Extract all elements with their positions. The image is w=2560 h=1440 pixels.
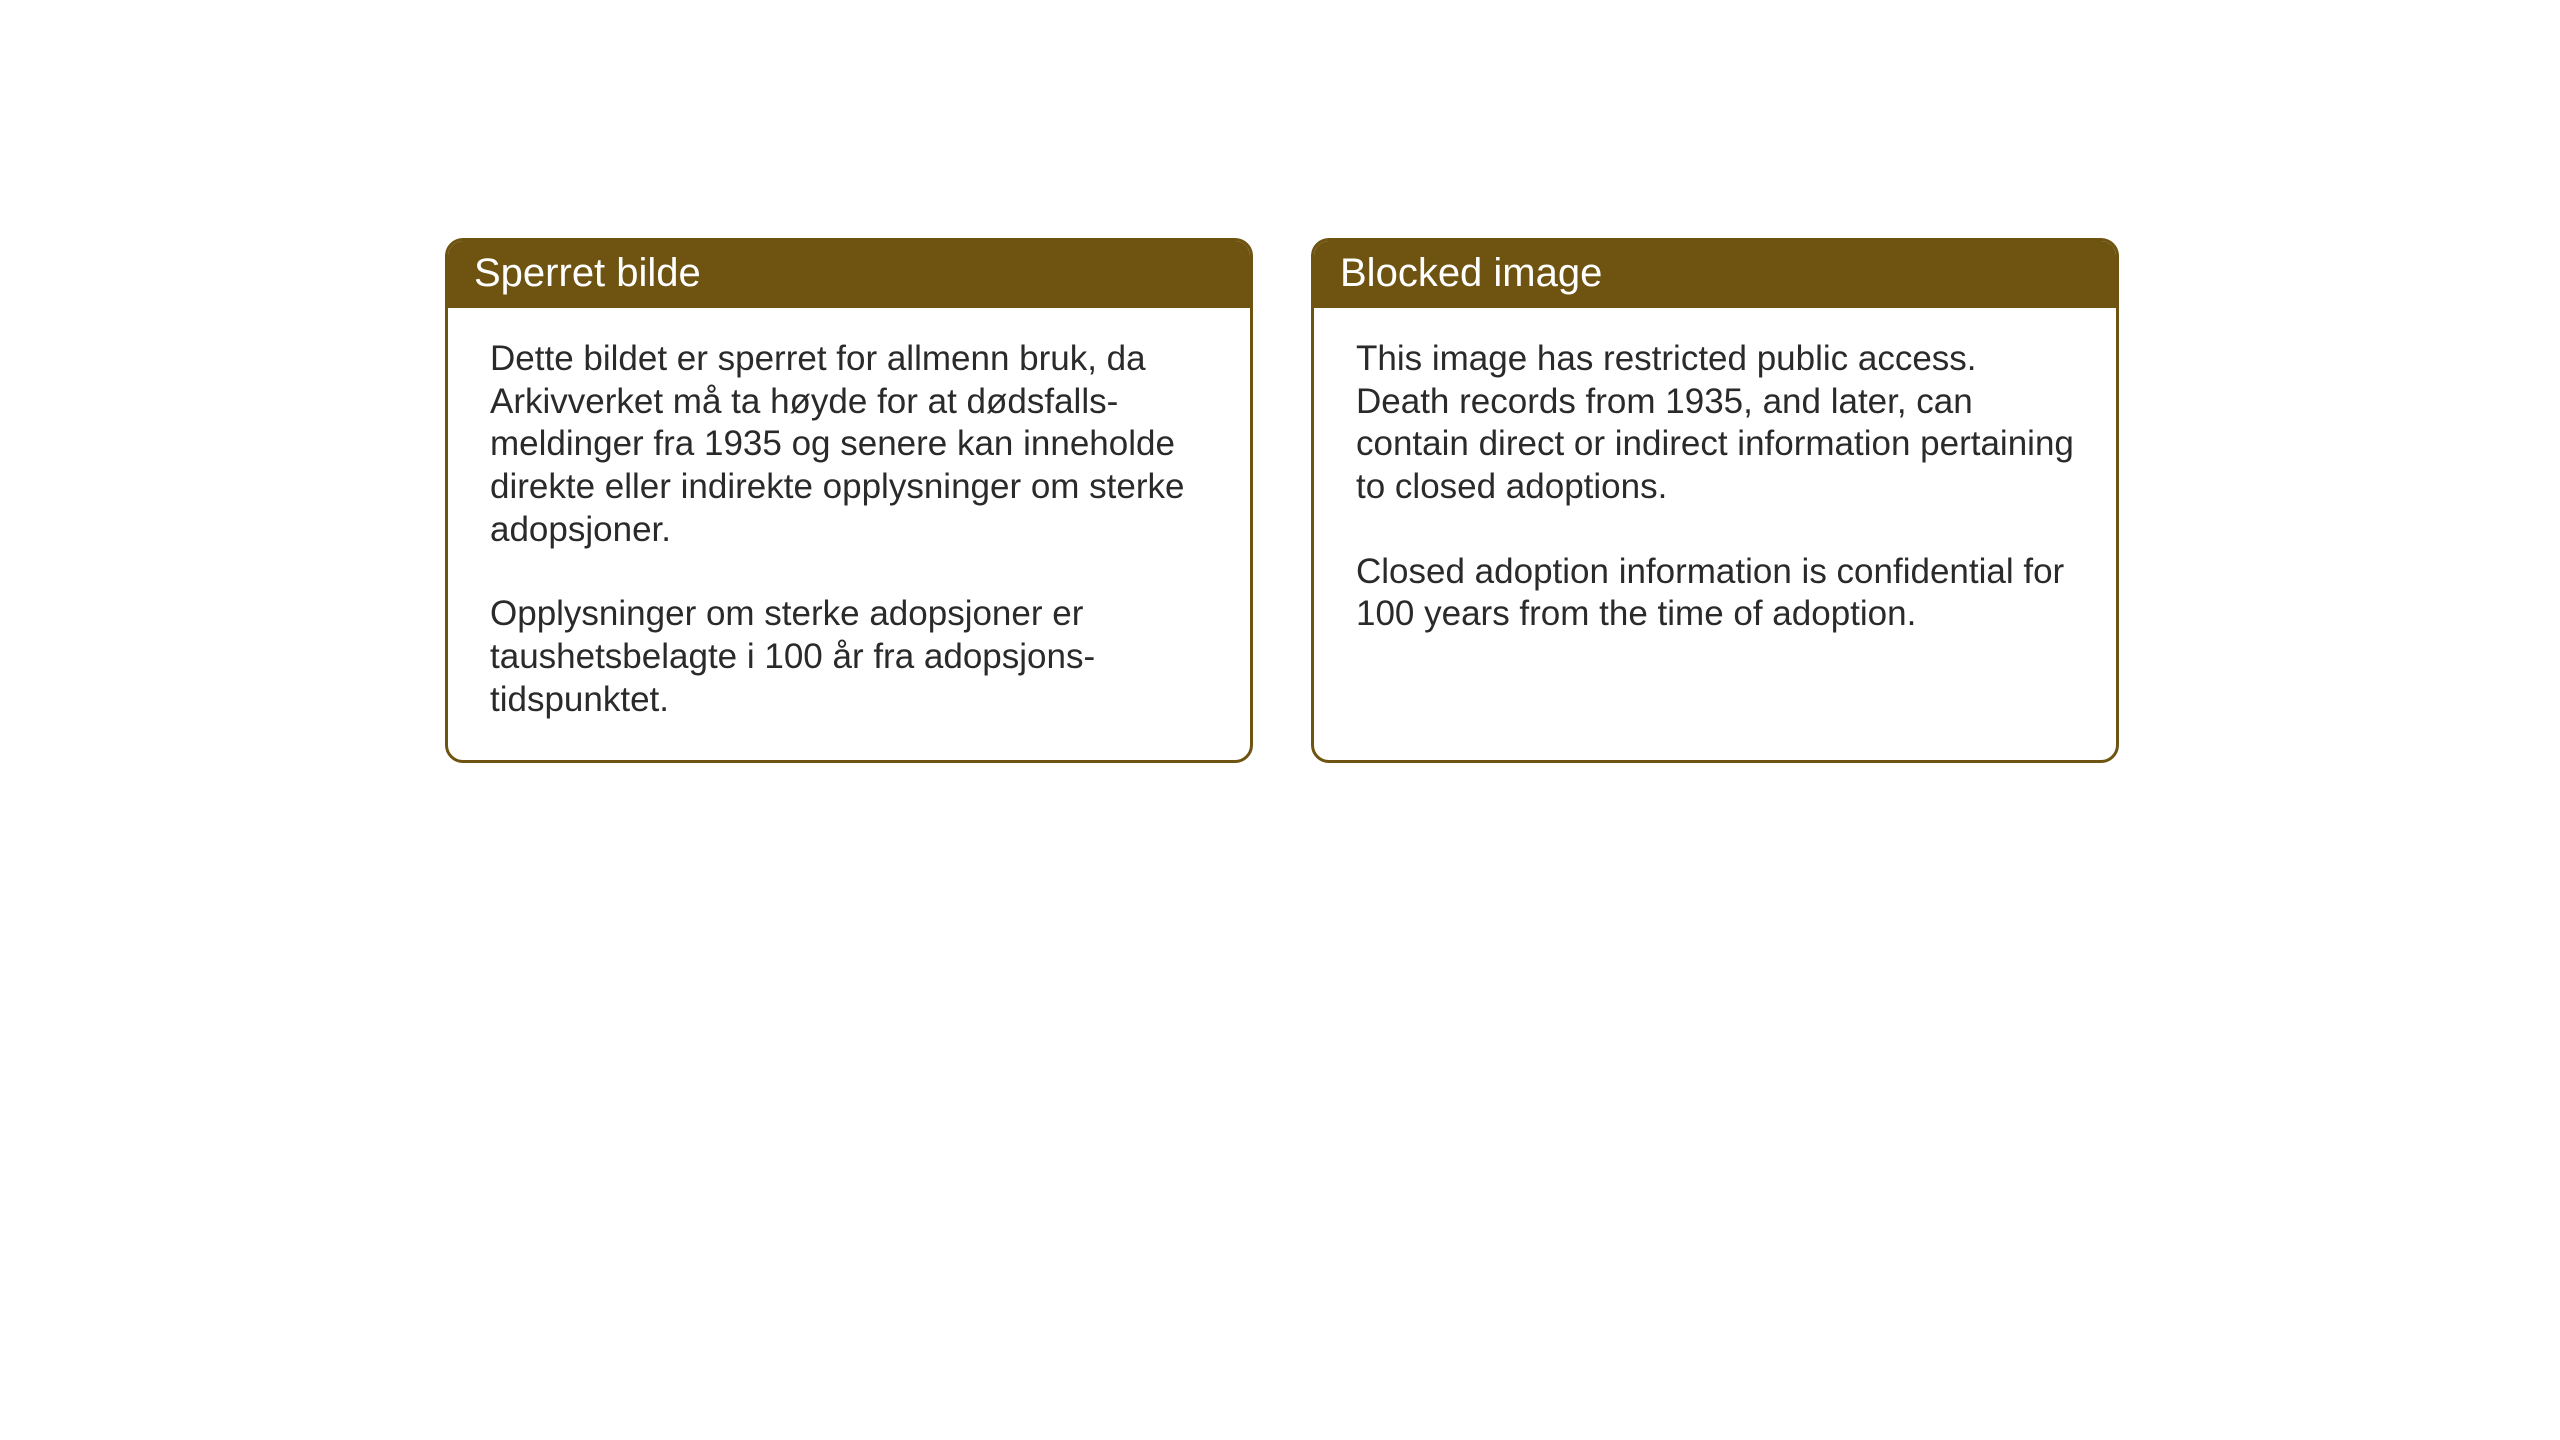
card-english-body: This image has restricted public access.… [1314,308,2116,748]
card-english-header: Blocked image [1314,241,2116,308]
card-norwegian: Sperret bilde Dette bildet er sperret fo… [445,238,1253,763]
card-english-paragraph-2: Closed adoption information is confident… [1356,551,2074,636]
card-english: Blocked image This image has restricted … [1311,238,2119,763]
cards-container: Sperret bilde Dette bildet er sperret fo… [445,238,2560,763]
card-norwegian-header: Sperret bilde [448,241,1250,308]
card-english-paragraph-1: This image has restricted public access.… [1356,338,2074,509]
card-norwegian-body: Dette bildet er sperret for allmenn bruk… [448,308,1250,760]
card-norwegian-paragraph-2: Opplysninger om sterke adopsjoner er tau… [490,593,1208,721]
card-norwegian-paragraph-1: Dette bildet er sperret for allmenn bruk… [490,338,1208,551]
card-norwegian-title: Sperret bilde [474,251,701,295]
card-english-title: Blocked image [1340,251,1602,295]
